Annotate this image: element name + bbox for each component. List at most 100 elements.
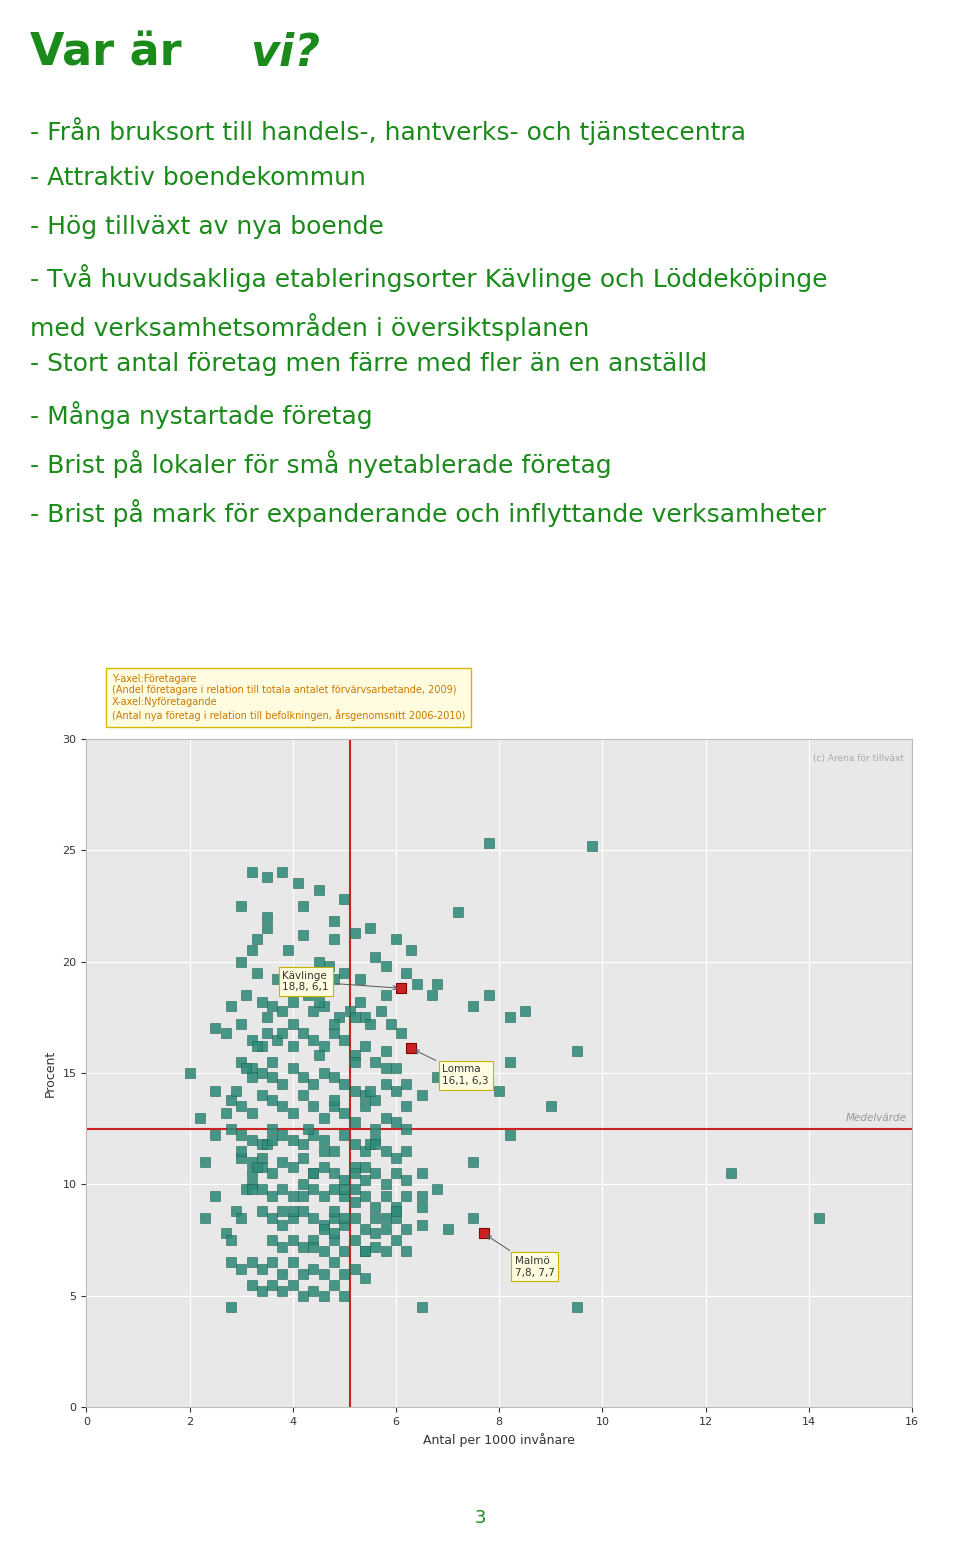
Point <box>326 1087 342 1112</box>
Point <box>363 1132 378 1157</box>
Point <box>254 1061 270 1085</box>
Point <box>244 1127 259 1152</box>
Point <box>368 1160 383 1185</box>
Point <box>285 1183 300 1208</box>
Point <box>326 1272 342 1297</box>
Point <box>326 1250 342 1275</box>
Point <box>429 972 444 997</box>
Point <box>347 1160 362 1185</box>
Point <box>322 953 337 978</box>
Point <box>414 1183 429 1208</box>
Point <box>388 1056 403 1081</box>
Point <box>357 1095 372 1120</box>
Point <box>316 1034 331 1059</box>
Point <box>368 1235 383 1260</box>
Point <box>724 1160 739 1185</box>
Point <box>481 983 496 1008</box>
Point <box>275 1235 290 1260</box>
Point <box>378 1039 394 1064</box>
Point <box>265 1272 280 1297</box>
Point <box>305 1095 321 1120</box>
Point <box>398 1116 414 1141</box>
Text: Lomma
16,1, 6,3: Lomma 16,1, 6,3 <box>415 1050 489 1085</box>
Point <box>337 886 352 911</box>
Point <box>502 1050 517 1075</box>
Point <box>285 1127 300 1152</box>
Point <box>296 959 311 986</box>
Point <box>357 1183 372 1208</box>
Point <box>280 938 296 963</box>
Point <box>265 1087 280 1112</box>
Point <box>305 1205 321 1230</box>
Point <box>368 1205 383 1230</box>
Point <box>285 989 300 1014</box>
Point <box>424 983 440 1008</box>
Point <box>357 1138 372 1163</box>
Point <box>275 1177 290 1202</box>
Point <box>223 1250 238 1275</box>
Point <box>347 1132 362 1157</box>
Point <box>357 1216 372 1241</box>
Point <box>378 1056 394 1081</box>
Point <box>347 1050 362 1075</box>
Point <box>378 1138 394 1163</box>
Point <box>305 1278 321 1303</box>
Point <box>285 1101 300 1126</box>
Point <box>311 1043 326 1068</box>
Point <box>378 1172 394 1197</box>
Point <box>357 1239 372 1264</box>
Point <box>254 1082 270 1107</box>
Point <box>275 1123 290 1148</box>
Point <box>285 1056 300 1081</box>
Point <box>414 1160 429 1185</box>
Point <box>388 1228 403 1253</box>
Point <box>296 1020 311 1045</box>
Point <box>207 1183 223 1208</box>
Point <box>388 1160 403 1185</box>
Point <box>244 1101 259 1126</box>
Point <box>275 1149 290 1174</box>
Point <box>440 1216 455 1241</box>
Point <box>244 1177 259 1202</box>
Point <box>569 1039 585 1064</box>
Point <box>300 983 316 1008</box>
Point <box>280 972 296 997</box>
Point <box>285 1205 300 1230</box>
Point <box>337 959 352 986</box>
Point <box>254 1144 270 1169</box>
Point <box>296 1065 311 1090</box>
Point <box>239 1056 254 1081</box>
Text: Malmö
7,8, 7,7: Malmö 7,8, 7,7 <box>487 1236 555 1278</box>
Point <box>585 833 600 858</box>
Text: - Många nystartade företag: - Många nystartade företag <box>30 401 372 429</box>
Point <box>296 1235 311 1260</box>
Point <box>233 1256 249 1281</box>
X-axis label: Antal per 1000 invånare: Antal per 1000 invånare <box>423 1432 575 1446</box>
Point <box>316 1239 331 1264</box>
Point <box>378 953 394 978</box>
Point <box>223 1087 238 1112</box>
Point <box>265 994 280 1019</box>
Point <box>249 927 264 952</box>
Point <box>378 983 394 1008</box>
Point <box>368 1087 383 1112</box>
Point <box>207 1015 223 1040</box>
Point <box>394 1020 409 1045</box>
Point <box>239 1177 254 1202</box>
Point <box>305 1160 321 1185</box>
Point <box>326 1228 342 1253</box>
Point <box>466 1205 481 1230</box>
Point <box>398 1138 414 1163</box>
Point <box>244 1160 259 1185</box>
Point <box>223 994 238 1019</box>
Point <box>233 893 249 917</box>
Point <box>218 1101 233 1126</box>
Point <box>388 1144 403 1169</box>
Text: - Från bruksort till handels-, hantverks- och tjänstecentra: - Från bruksort till handels-, hantverks… <box>30 117 746 145</box>
Point <box>275 860 290 885</box>
Point <box>404 1036 420 1061</box>
Point <box>466 1149 481 1174</box>
Point <box>414 1294 429 1319</box>
Point <box>398 1239 414 1264</box>
Point <box>347 1154 362 1179</box>
